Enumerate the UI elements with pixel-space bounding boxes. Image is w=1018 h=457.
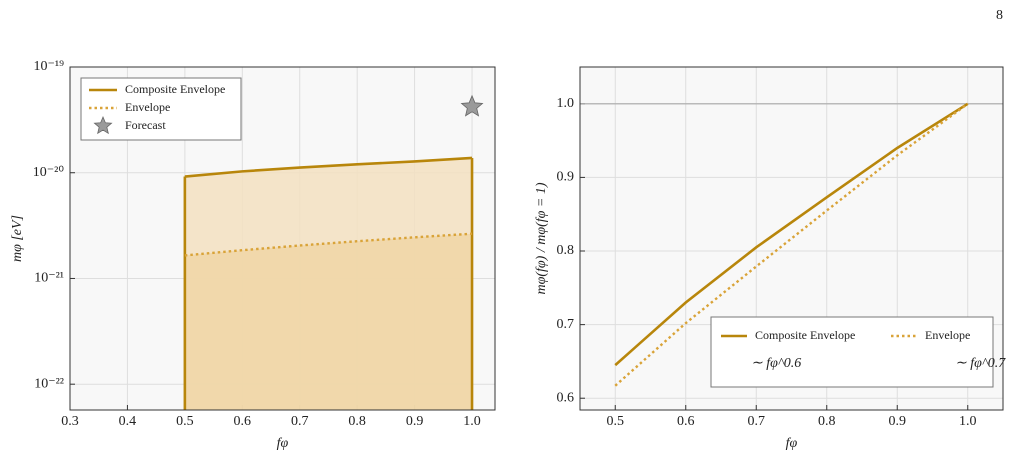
plot-frame [69,66,496,411]
legend-swatch [93,115,113,135]
y-tick-label: 1.0 [557,96,575,111]
y-axis-label: mφ [eV] [10,215,25,262]
y-tick-label: 10⁻¹⁹ [34,59,65,74]
marker [460,94,484,117]
page-number: 8 [996,8,1003,23]
x-tick-label: 0.5 [176,414,194,429]
x-axis-label: fφ [786,436,798,451]
x-tick-label: 0.6 [234,414,252,429]
y-tick-label: 0.8 [557,243,575,258]
x-tick-label: 0.7 [748,414,766,429]
x-tick-label: 0.5 [607,414,625,429]
y-tick-label: 10⁻²² [34,376,64,391]
plot-frame [579,66,1004,411]
legend-label: Composite Envelope [125,82,225,96]
annotation: ∼ fφ^0.7 [955,356,1006,371]
x-tick-label: 0.9 [406,414,424,429]
y-axis-label: mφ(fφ) / mφ(fφ = 1) [534,182,549,294]
series-line [184,156,473,178]
legend-label: Forecast [125,118,166,132]
x-tick-label: 1.0 [463,414,481,429]
x-tick-label: 0.3 [61,414,79,429]
legend-label: Envelope [925,328,970,342]
x-tick-label: 0.8 [348,414,366,429]
x-tick-label: 1.0 [959,414,977,429]
y-tick-label: 0.6 [557,390,575,405]
series-line [614,102,969,367]
y-tick-label: 0.9 [557,170,575,185]
y-tick-label: 10⁻²⁰ [33,165,65,180]
legend-label: Composite Envelope [755,328,855,342]
x-axis-label: fφ [277,436,289,451]
x-tick-label: 0.8 [818,414,836,429]
x-tick-label: 0.7 [291,414,309,429]
y-tick-label: 10⁻²¹ [34,271,64,286]
series-line [614,102,969,387]
x-tick-label: 0.9 [889,414,907,429]
x-tick-label: 0.4 [119,414,137,429]
annotation: ∼ fφ^0.6 [751,356,801,371]
legend-box [710,316,994,388]
series-line [184,232,473,257]
area [184,233,473,410]
x-tick-label: 0.6 [677,414,695,429]
y-tick-label: 0.7 [557,317,575,332]
legend-label: Envelope [125,100,170,114]
